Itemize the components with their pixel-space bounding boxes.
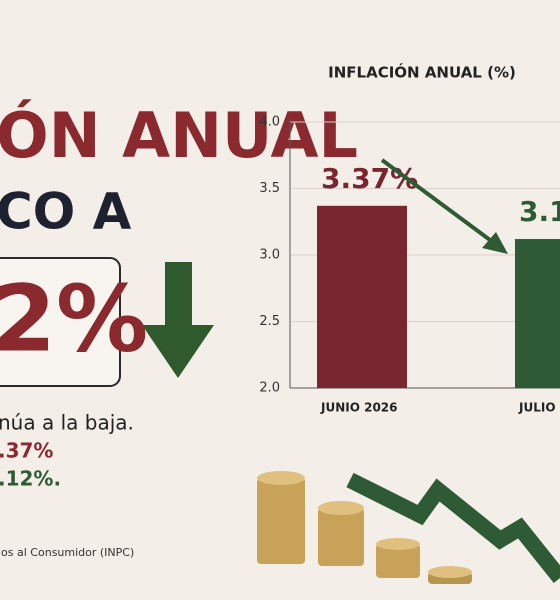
- bar: [515, 239, 560, 388]
- bar: [317, 205, 407, 388]
- headline-figure: 2%: [0, 265, 148, 372]
- value-label: 3.37%: [321, 162, 418, 195]
- source: ios al Consumidor (INPC): [0, 546, 134, 559]
- figure-box: [0, 257, 121, 387]
- y-tick-label: 3.5: [259, 181, 280, 196]
- x-tick-label: JULIO 20: [518, 401, 560, 415]
- headline-line1: ÓN ANUAL: [0, 99, 358, 172]
- body-line2: .37%: [0, 439, 53, 463]
- trend-arrow-line: [380, 158, 492, 242]
- down-arrow: [142, 262, 214, 378]
- x-tick-label: JUNIO 2026: [320, 401, 398, 415]
- coins: [257, 471, 472, 584]
- trend-arrow: [346, 472, 560, 583]
- headline-line2: CO A: [0, 183, 132, 241]
- trend-arrow-head: [482, 232, 508, 254]
- y-tick-label: 2.0: [259, 381, 280, 396]
- body-line3: .12%.: [0, 467, 61, 491]
- chart-title: INFLACIÓN ANUAL (%): [328, 63, 516, 82]
- chart: INFLACIÓN ANUAL (%) 2.0 2.5 3.0 3.5 4.0 3.37%…: [259, 63, 560, 415]
- y-tick-label: 2.5: [259, 314, 280, 329]
- y-tick-label: 4.0: [259, 115, 280, 130]
- value-label: 3.1: [519, 195, 560, 228]
- body-line1: núa a la baja.: [0, 411, 134, 435]
- y-tick-label: 3.0: [259, 248, 280, 263]
